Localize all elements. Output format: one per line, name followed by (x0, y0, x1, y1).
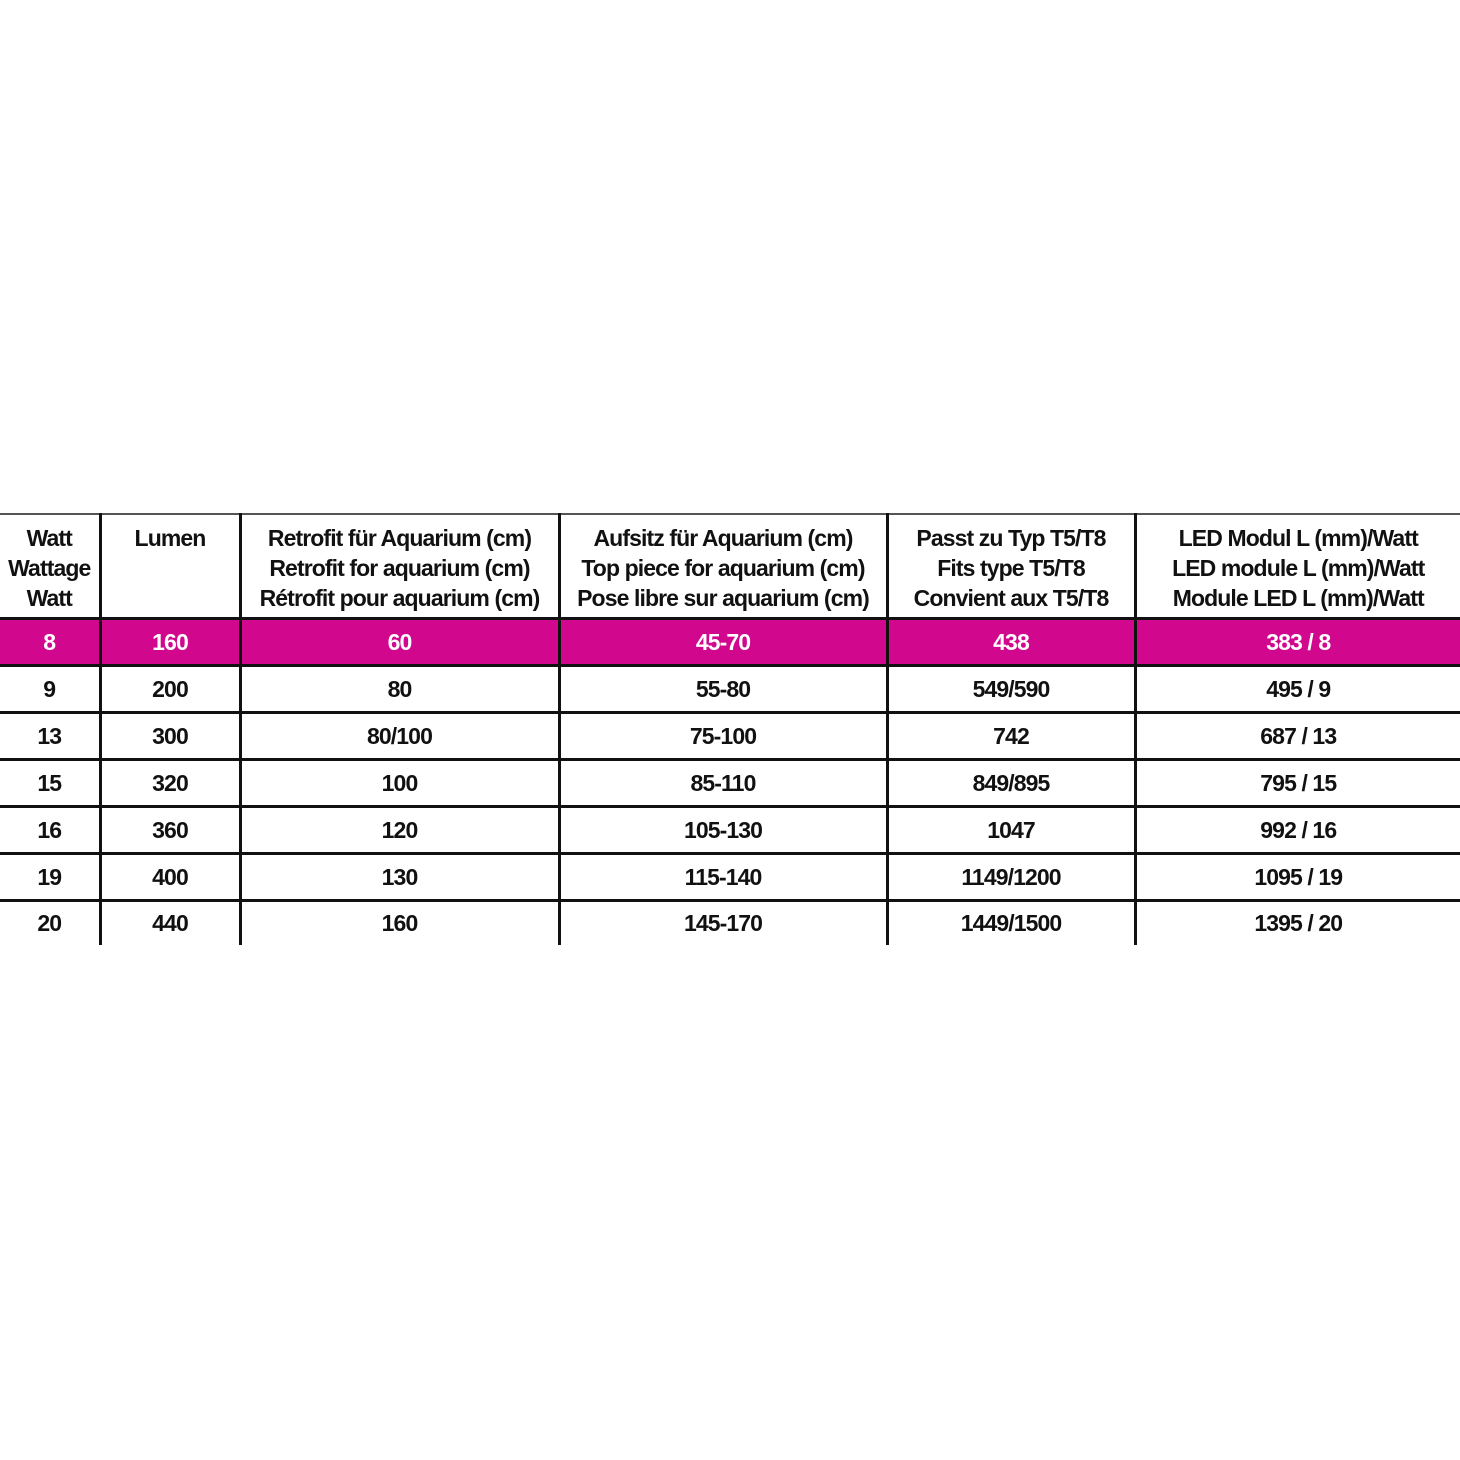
table-cell: 115-140 (557, 853, 887, 902)
table-cell: 400 (98, 853, 240, 902)
header-row: Watt Wattage Watt Lumen Retrofit für Aquariu… (0, 513, 1460, 620)
table-cell: 9 (0, 665, 100, 714)
table-row: 16 360 120 105-130 1047 992 / 16 (0, 806, 1460, 855)
header-line: Top piece for aquarium (cm) (581, 555, 865, 581)
column-header: Aufsitz für Aquarium (cm) Top piece for a… (557, 513, 887, 620)
table-cell: 1449/1500 (885, 900, 1135, 945)
table-cell: 20 (37, 910, 62, 937)
table-cell: 1095 / 19 (1133, 853, 1460, 902)
table-cell: 145-170 (557, 900, 887, 945)
table-cell: 105-130 (557, 806, 887, 855)
header-line: Rétrofit pour aquarium (cm) (259, 585, 541, 611)
table-cell: 200 (98, 665, 240, 714)
header-line: Lumen (134, 525, 207, 551)
table-cell: 13 (0, 712, 100, 761)
table-cell: 1149/1200 (885, 853, 1135, 902)
header-line: Convient aux T5/T8 (913, 585, 1110, 611)
table-cell: 19 (0, 853, 100, 902)
table-cell: 438 (885, 618, 1135, 667)
table-cell: 85-110 (557, 759, 887, 808)
header-line: Retrofit für Aquarium (cm) (267, 525, 532, 551)
table-cell: 45-70 (557, 618, 887, 667)
table-cell: 360 (98, 806, 240, 855)
table-cell: 383 / 8 (1133, 618, 1460, 667)
table-row: 20 440 160 145-170 1449/1500 1395 / 20 (0, 900, 1460, 945)
table-cell: 130 (238, 853, 559, 902)
table-row-highlighted: 8 160 60 45-70 438 383 / 8 (0, 618, 1460, 667)
table-cell: 160 (238, 900, 559, 945)
table-row: 13 300 80/100 75-100 742 687 / 13 (0, 712, 1460, 761)
specs-table: Watt Wattage Watt Lumen Retrofit für Aquariu… (0, 513, 1460, 945)
table-cell: 100 (238, 759, 559, 808)
table-cell: 75-100 (557, 712, 887, 761)
table-cell: 300 (98, 712, 240, 761)
header-line: Fits type T5/T8 (937, 555, 1085, 581)
table-cell: 160 (98, 618, 240, 667)
table-cell: 320 (98, 759, 240, 808)
column-header: Passt zu Typ T5/T8 Fits type T5/T8 Convien… (885, 513, 1135, 620)
table-cell: 992 / 16 (1133, 806, 1460, 855)
header-line: Watt (26, 585, 73, 611)
table-row: 19 400 130 115-140 1149/1200 1095 / 19 (0, 853, 1460, 902)
table-cell: 795 / 15 (1133, 759, 1460, 808)
header-line: Passt zu Typ T5/T8 (916, 525, 1106, 551)
table-cell: 495 / 9 (1133, 665, 1460, 714)
header-line: LED Modul L (mm)/Watt (1178, 525, 1419, 551)
table-row: 15 320 100 85-110 849/895 795 / 15 (0, 759, 1460, 808)
table-cell: 120 (238, 806, 559, 855)
table-cell: 8 (0, 618, 100, 667)
table-cell: 549/590 (885, 665, 1135, 714)
table-cell: 849/895 (885, 759, 1135, 808)
header-line: Pose libre sur aquarium (cm) (577, 585, 870, 611)
column-header: Watt Wattage Watt (0, 513, 100, 620)
table-cell: 687 / 13 (1133, 712, 1460, 761)
table-cell: 742 (885, 712, 1135, 761)
column-header: Lumen (98, 513, 240, 620)
table-cell: 80/100 (238, 712, 559, 761)
header-line: Watt (26, 525, 73, 551)
header-line: LED module L (mm)/Watt (1172, 555, 1425, 581)
table-cell: 1395 / 20 (1133, 900, 1460, 945)
table-cell: 55-80 (557, 665, 887, 714)
table-cell: 15 (0, 759, 100, 808)
table-cell: 440 (98, 900, 240, 945)
table-cell: 1047 (885, 806, 1135, 855)
table-cell: 80 (238, 665, 559, 714)
header-line: Module LED L (mm)/Watt (1172, 585, 1425, 611)
header-line: Aufsitz für Aquarium (cm) (593, 525, 853, 551)
table-cell: 60 (238, 618, 559, 667)
table-cell: 16 (0, 806, 100, 855)
column-header: Retrofit für Aquarium (cm) Retrofit for a… (238, 513, 559, 620)
table-row: 9 200 80 55-80 549/590 495 / 9 (0, 665, 1460, 714)
column-header: LED Modul L (mm)/Watt LED module L (mm)/W… (1133, 513, 1460, 620)
header-line: Retrofit for aquarium (cm) (269, 555, 530, 581)
header-line: Wattage (8, 555, 91, 581)
